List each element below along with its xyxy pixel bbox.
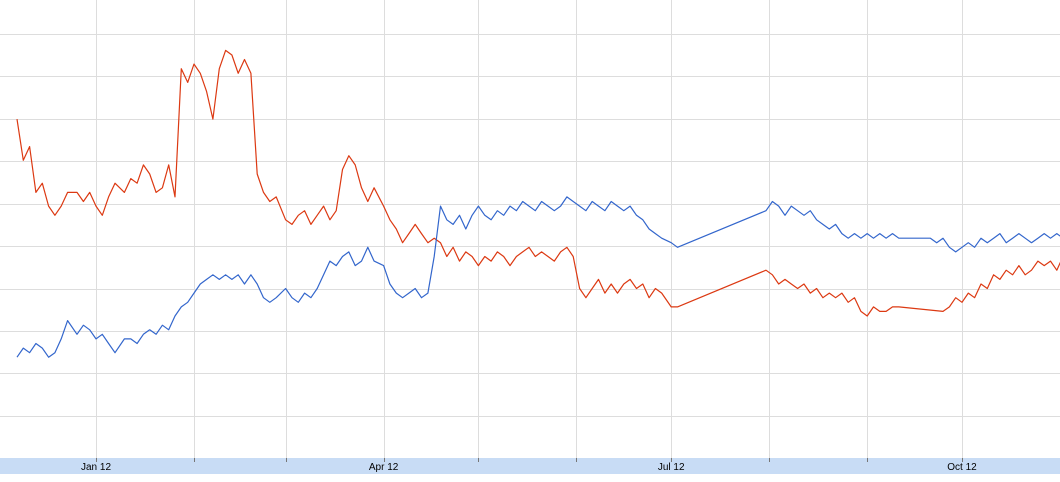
horizontal-gridlines <box>0 34 1060 417</box>
x-tick-label: Jul 12 <box>658 462 685 473</box>
series-0 <box>16 49 1060 317</box>
vertical-gridlines <box>96 0 963 458</box>
series-line <box>16 49 1060 317</box>
series-1 <box>16 196 1060 358</box>
x-tick-label: Oct 12 <box>947 462 977 473</box>
series-line <box>16 196 1060 358</box>
series-lines <box>16 49 1060 358</box>
x-tick-label: Apr 12 <box>369 462 399 473</box>
x-axis-bar <box>0 458 1060 474</box>
x-tick-label: Jan 12 <box>81 462 111 473</box>
x-axis-ticks <box>96 458 963 462</box>
x-axis-tick-labels: Jan 12 Apr 12 Jul 12 Oct 12 <box>81 462 977 473</box>
